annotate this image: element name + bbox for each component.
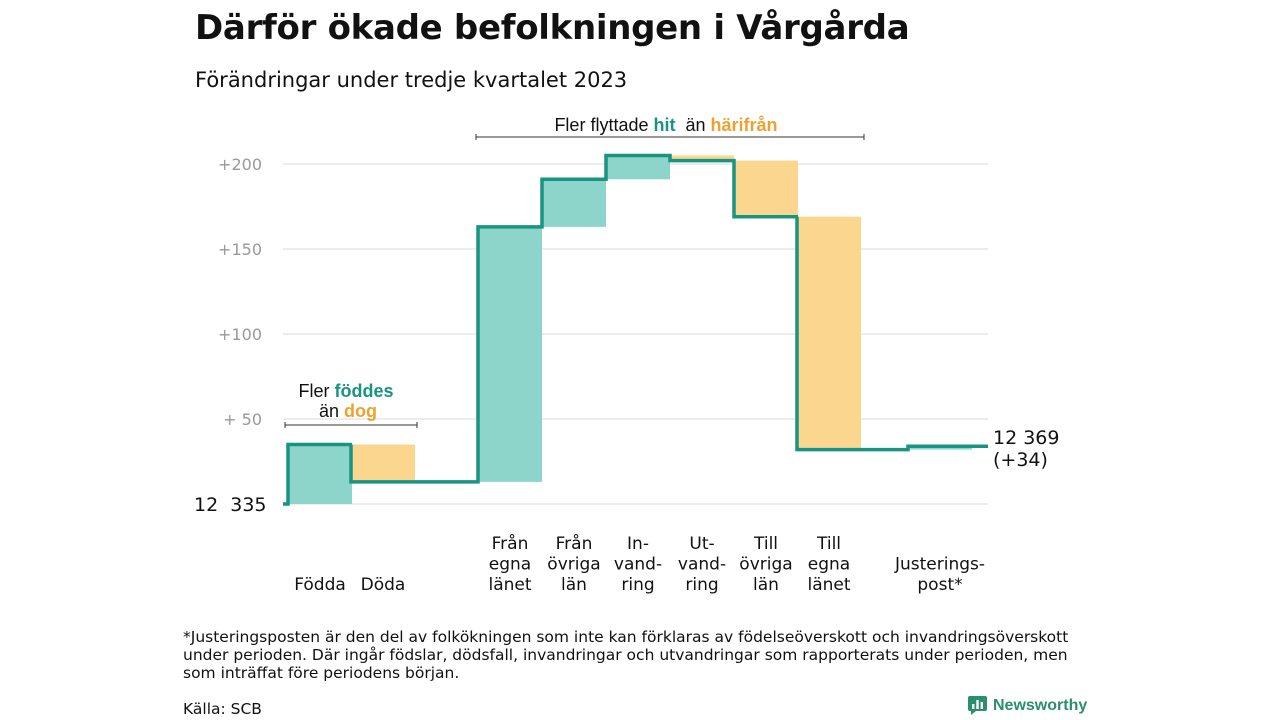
bar — [478, 226, 542, 482]
footnote: *Justeringsposten är den del av folkökni… — [183, 628, 1069, 682]
x-category-label: länet — [807, 575, 850, 595]
brand-name: Newsworthy — [993, 696, 1088, 714]
source-label: Källa: SCB — [183, 700, 262, 718]
y-tick-label: + 50 — [223, 410, 262, 429]
x-category-label: ring — [685, 575, 718, 595]
cumulative-line — [283, 153, 988, 506]
bar — [542, 179, 606, 227]
newsworthy-logo-icon — [968, 696, 987, 715]
x-category-label: Från — [492, 533, 529, 554]
x-category-label: ring — [621, 575, 654, 595]
y-tick-label: +150 — [218, 240, 262, 259]
start-value-label: 12 335 — [194, 494, 267, 516]
x-category-label: vand- — [678, 555, 726, 575]
annotation-moves-bracket — [475, 134, 865, 140]
x-category-label: egna — [489, 555, 531, 575]
bar — [734, 160, 798, 217]
bar — [351, 444, 415, 482]
end-change-label: (+34) — [993, 449, 1048, 471]
x-category-label: Från — [556, 533, 593, 554]
y-tick-label: +200 — [218, 155, 262, 174]
x-category-label: egna — [808, 555, 850, 575]
x-category-label: Döda — [361, 575, 406, 595]
x-category-label: Ut- — [689, 534, 714, 554]
x-category-label: vand- — [614, 555, 662, 575]
bar — [670, 155, 734, 161]
y-tick-label: +100 — [218, 325, 262, 344]
end-value-label: 12 369 — [993, 427, 1059, 449]
x-category-label: Födda — [294, 575, 346, 595]
annotation-births-line2: än dog — [319, 401, 377, 421]
annotation-moves: Fler flyttade hit än härifrån — [554, 115, 777, 135]
bar — [606, 155, 670, 180]
annotation-births-bracket — [284, 422, 418, 428]
bar — [288, 444, 352, 504]
x-category-label: post* — [917, 575, 962, 595]
x-category-label: övriga — [547, 555, 600, 575]
x-category-label: Till — [753, 534, 778, 554]
x-category-label: In- — [627, 534, 649, 554]
x-category-label: övriga — [739, 555, 792, 575]
annotation-births-line1: Fler föddes — [298, 381, 393, 401]
x-category-label: Justerings- — [894, 555, 985, 575]
chart-title: Därför ökade befolkningen i Vårgårda — [195, 8, 910, 48]
bar — [797, 216, 861, 450]
x-category-label: länet — [488, 575, 531, 595]
x-category-label: län — [753, 575, 779, 595]
x-category-label: län — [561, 575, 587, 595]
x-category-label: Till — [816, 534, 841, 554]
brand-logo: Newsworthy — [968, 696, 1087, 715]
chart-subtitle: Förändringar under tredje kvartalet 2023 — [195, 68, 628, 92]
